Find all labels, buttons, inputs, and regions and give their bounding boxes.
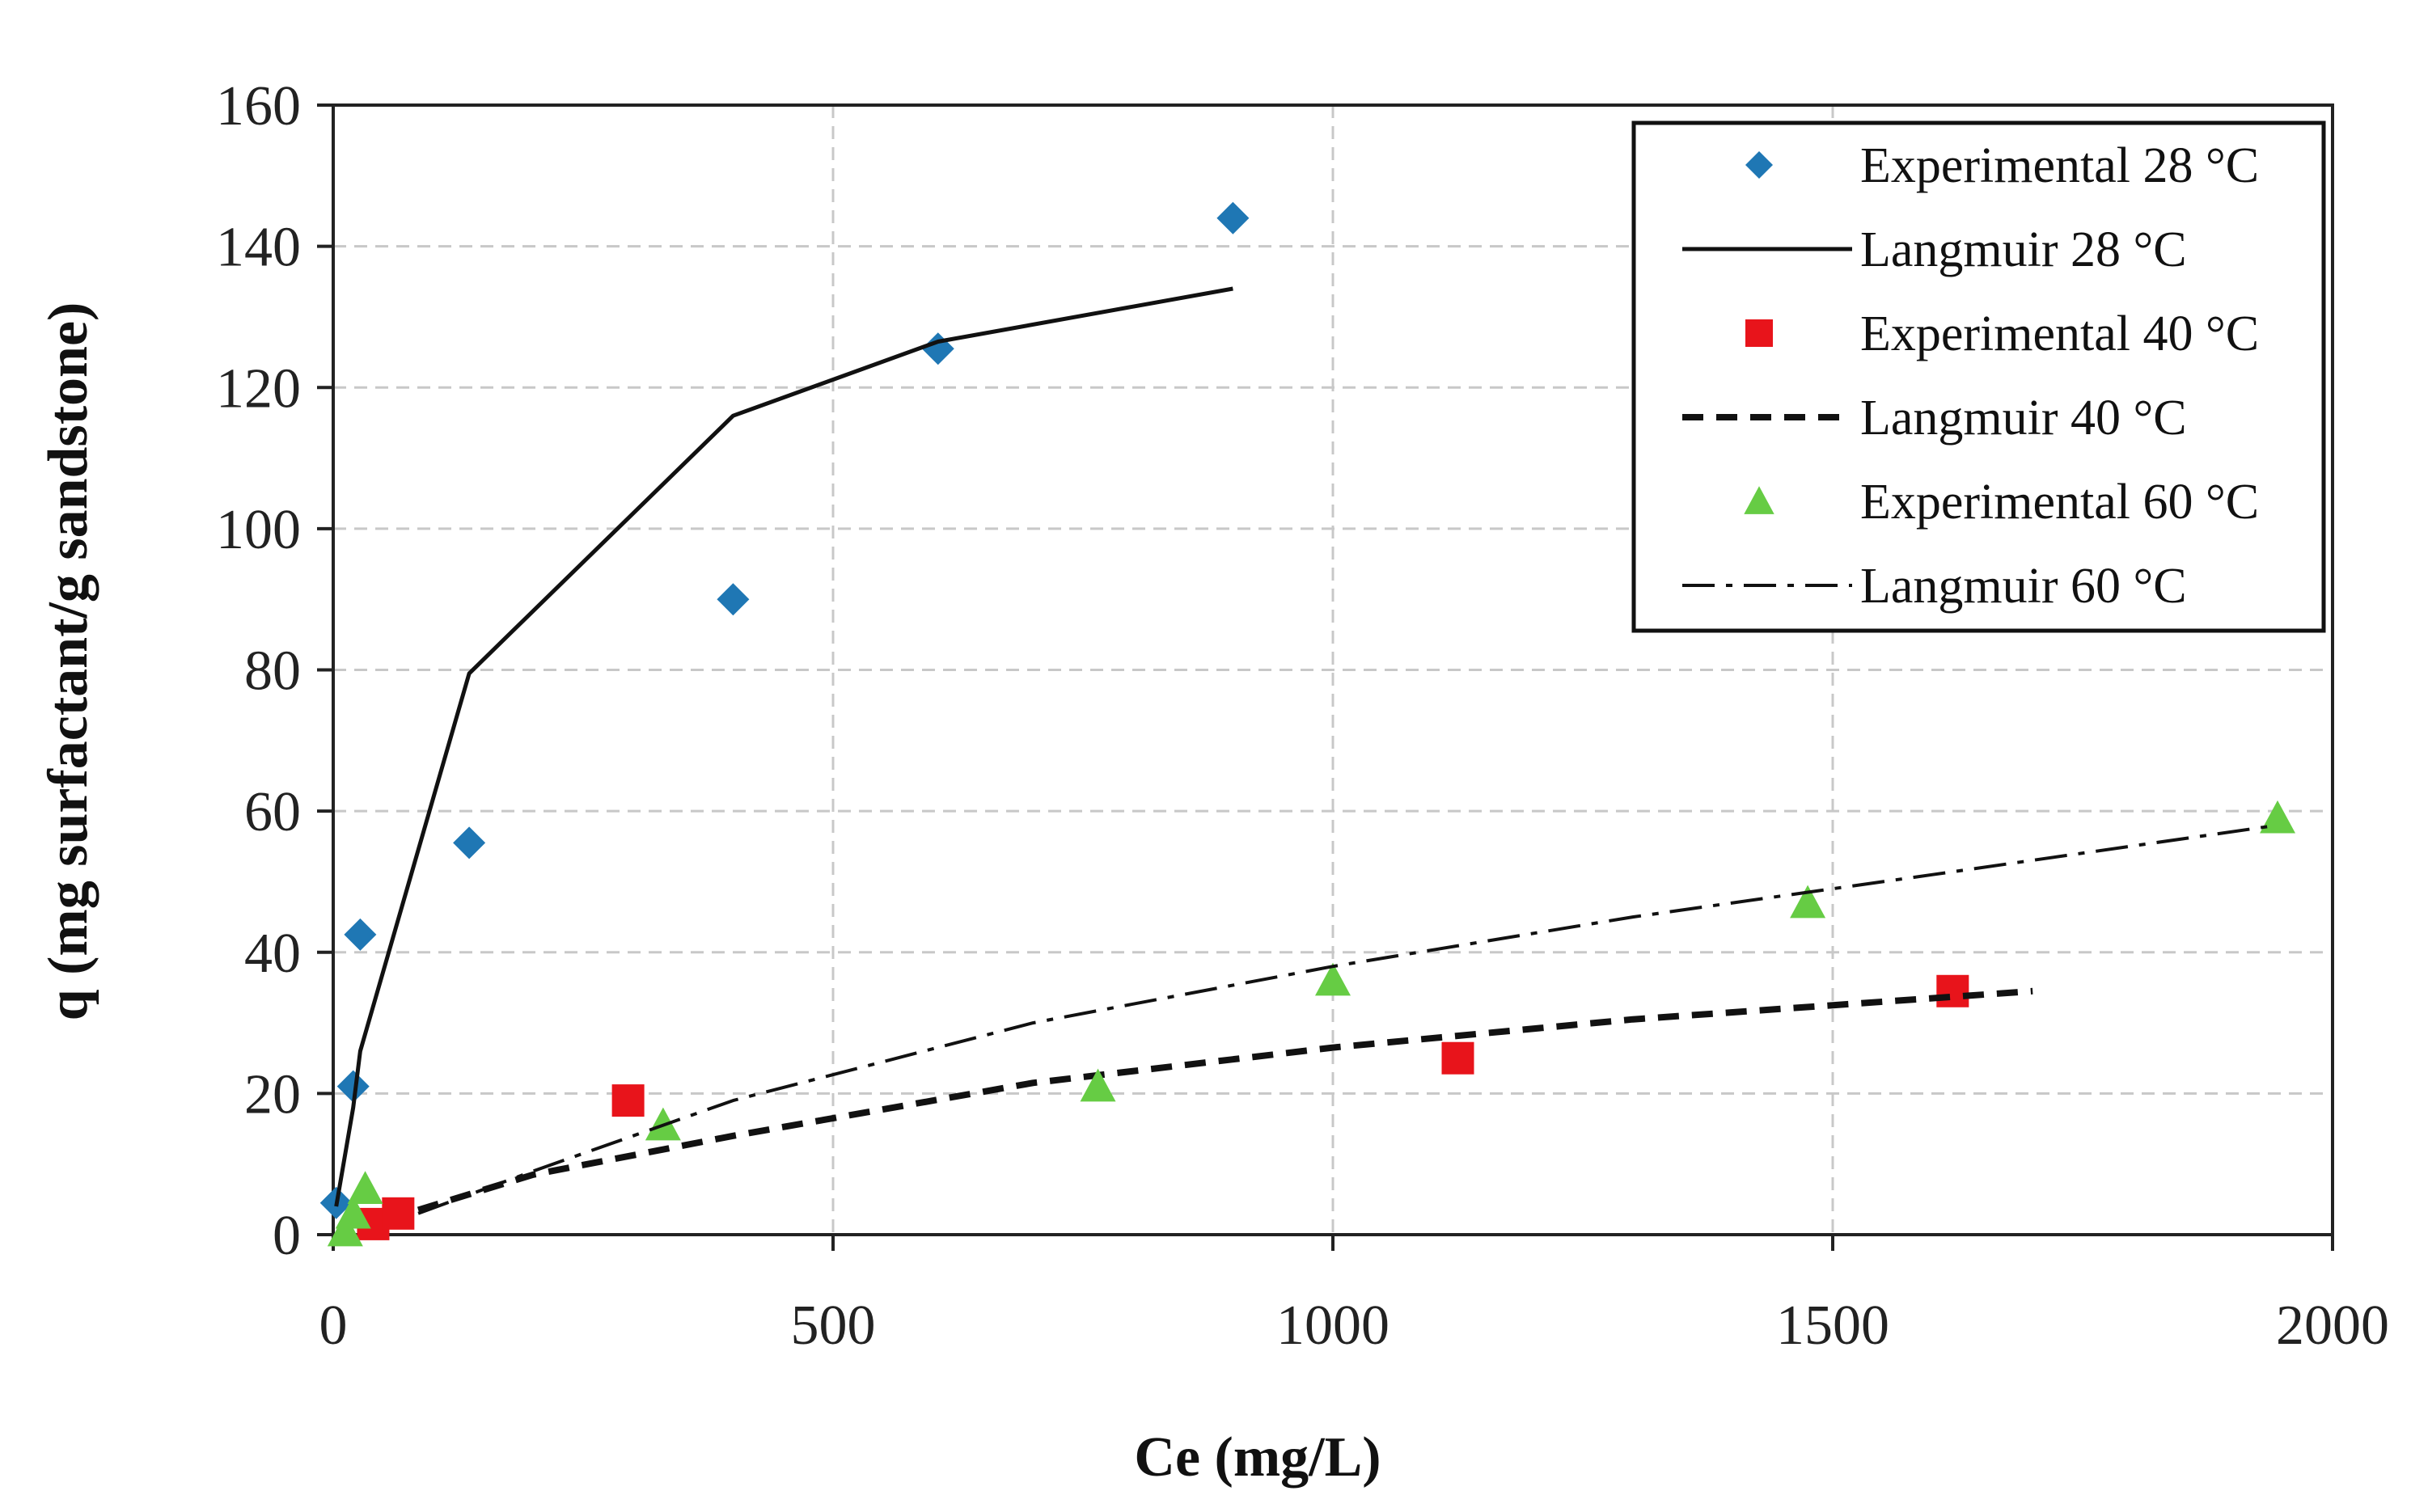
- experimental-28-c-point: [453, 826, 486, 859]
- legend-label: Langmuir 60 °C: [1860, 559, 2187, 614]
- experimental-60-c-point: [2260, 800, 2296, 834]
- legend-swatch-experimental-60-c: [1744, 486, 1774, 514]
- y-axis-title: q (mg surfactant/g sandstone): [37, 302, 99, 1021]
- x-tick-label: 1500: [1776, 1294, 1889, 1357]
- legend-label: Langmuir 40 °C: [1860, 391, 2187, 446]
- experimental-28-c-point: [717, 583, 750, 616]
- experimental-28-c-point: [344, 918, 377, 951]
- x-tick-label: 2000: [2276, 1294, 2389, 1357]
- plot-area: [319, 201, 2296, 1247]
- y-tick-label: 40: [244, 923, 301, 985]
- langmuir-40-c-line: [417, 987, 2033, 1214]
- y-tick-label: 160: [216, 75, 301, 137]
- langmuir-60-c-line: [417, 823, 2278, 1215]
- experimental-60-c-point: [335, 1195, 371, 1229]
- legend-box: [1631, 120, 2326, 633]
- legend-label: Experimental 28 °C: [1860, 138, 2259, 193]
- legend-label: Langmuir 28 °C: [1860, 222, 2187, 277]
- x-axis-title: Ce (mg/L): [1134, 1426, 1381, 1489]
- legend-swatch-experimental-40-c: [1745, 319, 1773, 347]
- experimental-40-c-point: [611, 1084, 645, 1117]
- experimental-40-c-point: [1936, 974, 1969, 1007]
- legend-label: Experimental 60 °C: [1860, 475, 2259, 530]
- langmuir-28-c-line: [334, 286, 1233, 1207]
- experimental-28-c-point: [1216, 201, 1250, 234]
- y-tick-label: 120: [216, 357, 301, 420]
- experimental-60-c-point: [347, 1171, 383, 1204]
- experimental-60-c-point: [327, 1213, 363, 1247]
- legend: Experimental 28 °C Langmuir 28 °C Experime…: [1631, 120, 2326, 633]
- x-tick-label: 1000: [1276, 1294, 1389, 1357]
- experimental-28-c-point: [336, 1070, 370, 1103]
- axes: 0 20 40 60 80 100 120 140 160 0 500 1000 1500 2000: [216, 75, 2389, 1357]
- experimental-40-c-point: [1441, 1041, 1474, 1075]
- x-tick-label: 500: [791, 1294, 876, 1357]
- y-tick-label: 140: [216, 217, 301, 279]
- y-tick-label: 100: [216, 499, 301, 561]
- experimental-60-c-point: [1080, 1068, 1116, 1102]
- experimental-40-c-point: [382, 1197, 415, 1230]
- legend-swatch-experimental-28-c: [1745, 151, 1773, 179]
- y-tick-label: 20: [244, 1063, 301, 1126]
- experimental-60-c-point: [1790, 885, 1826, 919]
- y-tick-label: 80: [244, 640, 301, 703]
- experimental-60-c-point: [1315, 962, 1351, 996]
- y-tick-label: 60: [244, 781, 301, 843]
- y-tick-label: 0: [273, 1205, 301, 1267]
- legend-label: Experimental 40 °C: [1860, 306, 2259, 361]
- x-tick-label: 0: [319, 1294, 348, 1357]
